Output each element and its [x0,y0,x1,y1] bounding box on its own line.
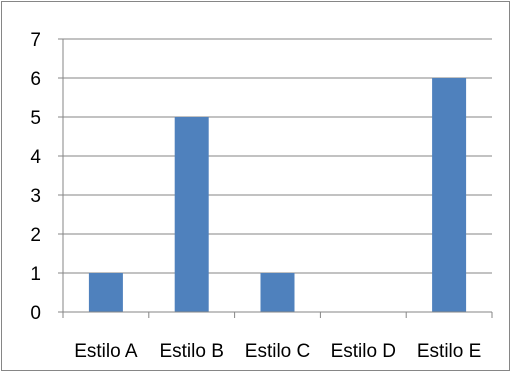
gridlines [63,38,492,274]
bars [88,78,467,312]
y-tick-label: 3 [30,186,41,207]
y-tick-label: 2 [30,225,41,246]
bar-estilo-c [260,273,295,312]
y-tick-label: 5 [30,108,41,129]
y-tick-label: 6 [30,69,41,90]
x-tick-label: Estilo C [245,341,310,362]
x-tick-label: Estilo B [159,341,223,362]
y-tick-label: 0 [30,303,41,324]
y-tick-label: 1 [30,264,41,285]
bar-estilo-b [174,117,209,312]
bar-estilo-e [432,78,467,312]
x-tick-label: Estilo D [331,341,396,362]
y-tick-label: 4 [30,147,41,168]
x-tick-label: Estilo A [74,341,138,362]
y-tick-label: 7 [30,30,41,51]
axes [58,38,493,318]
x-tick-labels: Estilo A Estilo B Estilo C Estilo D Estilo E [74,341,481,362]
y-tick-labels: 0 1 2 3 4 5 6 7 [30,30,41,324]
x-tick-label: Estilo E [417,341,481,362]
bar-estilo-a [88,273,123,312]
